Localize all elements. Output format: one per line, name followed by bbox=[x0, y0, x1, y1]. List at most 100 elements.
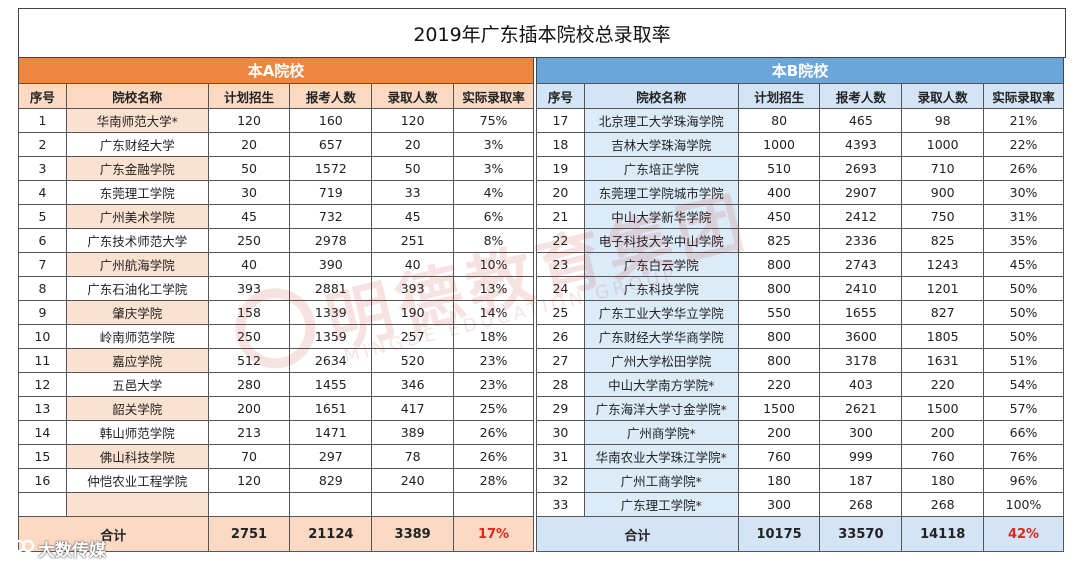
table-cell: 16 bbox=[18, 468, 67, 493]
table-cell: 13 bbox=[18, 396, 67, 421]
table-cell: 800 bbox=[737, 348, 821, 373]
table-row: 21 中山大学新华学院 450 2412 750 31% bbox=[536, 204, 1064, 229]
table-row: 14 韩山师范学院 213 1471 389 26% bbox=[18, 420, 534, 445]
total-row: 合计 10175 33570 14118 42% bbox=[536, 516, 1064, 552]
table-cell: 45 bbox=[207, 204, 291, 229]
table-cell: 1339 bbox=[289, 300, 373, 325]
table-cell: 800 bbox=[737, 276, 821, 301]
table-cell: 33 bbox=[536, 492, 585, 517]
table-cell: 东莞理工学院 bbox=[65, 180, 209, 205]
table-cell: 2693 bbox=[819, 156, 903, 181]
table-cell: 9 bbox=[18, 300, 67, 325]
table-cell: 31% bbox=[983, 204, 1064, 229]
column-header: 实际录取率 bbox=[983, 83, 1064, 109]
table-cell: 825 bbox=[901, 228, 985, 253]
table-cell: 广东技术师范大学 bbox=[65, 228, 209, 253]
table-row: 15 佛山科技学院 70 297 78 26% bbox=[18, 444, 534, 469]
table-cell: 550 bbox=[737, 300, 821, 325]
table-cell: 17 bbox=[536, 108, 585, 133]
table-cell: 213 bbox=[207, 420, 291, 445]
table-cell bbox=[207, 492, 291, 517]
total-value: 10175 bbox=[737, 516, 821, 552]
table-row bbox=[18, 492, 534, 517]
table-cell: 21 bbox=[536, 204, 585, 229]
table-cell: 800 bbox=[737, 252, 821, 277]
table-cell: 广州美术学院 bbox=[65, 204, 209, 229]
table-cell: 750 bbox=[901, 204, 985, 229]
total-label: 合计 bbox=[536, 516, 739, 552]
table-cell: 19 bbox=[536, 156, 585, 181]
table-cell: 8% bbox=[453, 228, 534, 253]
table-cell: 120 bbox=[207, 468, 291, 493]
table-cell: 11 bbox=[18, 348, 67, 373]
table-cell: 10 bbox=[18, 324, 67, 349]
table-cell: 中山大学南方学院* bbox=[583, 372, 739, 397]
table-cell: 96% bbox=[983, 468, 1064, 493]
table-row: 28 中山大学南方学院* 220 403 220 54% bbox=[536, 372, 1064, 397]
table-cell: 32 bbox=[536, 468, 585, 493]
table-cell: 25% bbox=[453, 396, 534, 421]
table-cell: 18% bbox=[453, 324, 534, 349]
table-cell: 1359 bbox=[289, 324, 373, 349]
table-b-section: 本B院校 序号 院校名称 计划招生 报考人数 录取人数 实际录取率 17 北京理工大学珠海学… bbox=[536, 57, 1064, 552]
table-row: 16 仲恺农业工程学院 120 829 240 28% bbox=[18, 468, 534, 493]
table-row: 12 五邑大学 280 1455 346 23% bbox=[18, 372, 534, 397]
table-cell: 57% bbox=[983, 396, 1064, 421]
table-cell: 仲恺农业工程学院 bbox=[65, 468, 209, 493]
table-cell: 23% bbox=[453, 372, 534, 397]
table-cell: 4393 bbox=[819, 132, 903, 157]
table-cell: 1000 bbox=[737, 132, 821, 157]
table-cell: 1000 bbox=[901, 132, 985, 157]
table-b: 序号 院校名称 计划招生 报考人数 录取人数 实际录取率 17 北京理工大学珠海学院 80 46… bbox=[536, 83, 1064, 552]
table-cell: 3% bbox=[453, 156, 534, 181]
table-cell: 嘉应学院 bbox=[65, 348, 209, 373]
table-row: 4 东莞理工学院 30 719 33 4% bbox=[18, 180, 534, 205]
table-cell: 75% bbox=[453, 108, 534, 133]
table-cell: 广东金融学院 bbox=[65, 156, 209, 181]
table-cell: 657 bbox=[289, 132, 373, 157]
table-row: 30 广州商学院* 200 300 200 66% bbox=[536, 420, 1064, 445]
table-cell: 268 bbox=[819, 492, 903, 517]
table-cell: 广东财经大学华商学院 bbox=[583, 324, 739, 349]
table-cell: 251 bbox=[371, 228, 455, 253]
table-cell: 160 bbox=[289, 108, 373, 133]
table-cell: 1655 bbox=[819, 300, 903, 325]
table-a: 序号 院校名称 计划招生 报考人数 录取人数 实际录取率 1 华南师范大学* 120 160 12… bbox=[18, 83, 534, 552]
total-value: 14118 bbox=[901, 516, 985, 552]
table-cell: 4% bbox=[453, 180, 534, 205]
table-row: 33 广东理工学院* 300 268 268 100% bbox=[536, 492, 1064, 517]
table-cell: 54% bbox=[983, 372, 1064, 397]
column-header: 报考人数 bbox=[819, 83, 903, 109]
table-cell: 广东财经大学 bbox=[65, 132, 209, 157]
table-cell: 390 bbox=[289, 252, 373, 277]
table-b-header-row: 序号 院校名称 计划招生 报考人数 录取人数 实际录取率 bbox=[536, 83, 1064, 109]
column-header: 院校名称 bbox=[65, 83, 209, 109]
table-cell: 6% bbox=[453, 204, 534, 229]
table-cell: 30 bbox=[207, 180, 291, 205]
table-cell: 400 bbox=[737, 180, 821, 205]
table-a-header-row: 序号 院校名称 计划招生 报考人数 录取人数 实际录取率 bbox=[18, 83, 534, 109]
table-cell: 2 bbox=[18, 132, 67, 157]
table-row: 24 广东科技学院 800 2410 1201 50% bbox=[536, 276, 1064, 301]
table-cell: 五邑大学 bbox=[65, 372, 209, 397]
column-header: 序号 bbox=[536, 83, 585, 109]
table-cell: 10% bbox=[453, 252, 534, 277]
table-cell: 广州航海学院 bbox=[65, 252, 209, 277]
table-row: 18 吉林大学珠海学院 1000 4393 1000 22% bbox=[536, 132, 1064, 157]
table-cell: 417 bbox=[371, 396, 455, 421]
table-cell: 257 bbox=[371, 324, 455, 349]
table-cell: 300 bbox=[737, 492, 821, 517]
table-cell: 200 bbox=[901, 420, 985, 445]
table-row: 26 广东财经大学华商学院 800 3600 1805 50% bbox=[536, 324, 1064, 349]
table-b-banner: 本B院校 bbox=[536, 57, 1064, 83]
table-cell: 78 bbox=[371, 444, 455, 469]
table-cell: 23% bbox=[453, 348, 534, 373]
table-cell: 广东培正学院 bbox=[583, 156, 739, 181]
table-cell: 250 bbox=[207, 228, 291, 253]
table-cell: 2978 bbox=[289, 228, 373, 253]
table-cell: 346 bbox=[371, 372, 455, 397]
table-cell: 13% bbox=[453, 276, 534, 301]
table-row: 23 广东白云学院 800 2743 1243 45% bbox=[536, 252, 1064, 277]
table-cell: 广州商学院* bbox=[583, 420, 739, 445]
table-cell: 3178 bbox=[819, 348, 903, 373]
